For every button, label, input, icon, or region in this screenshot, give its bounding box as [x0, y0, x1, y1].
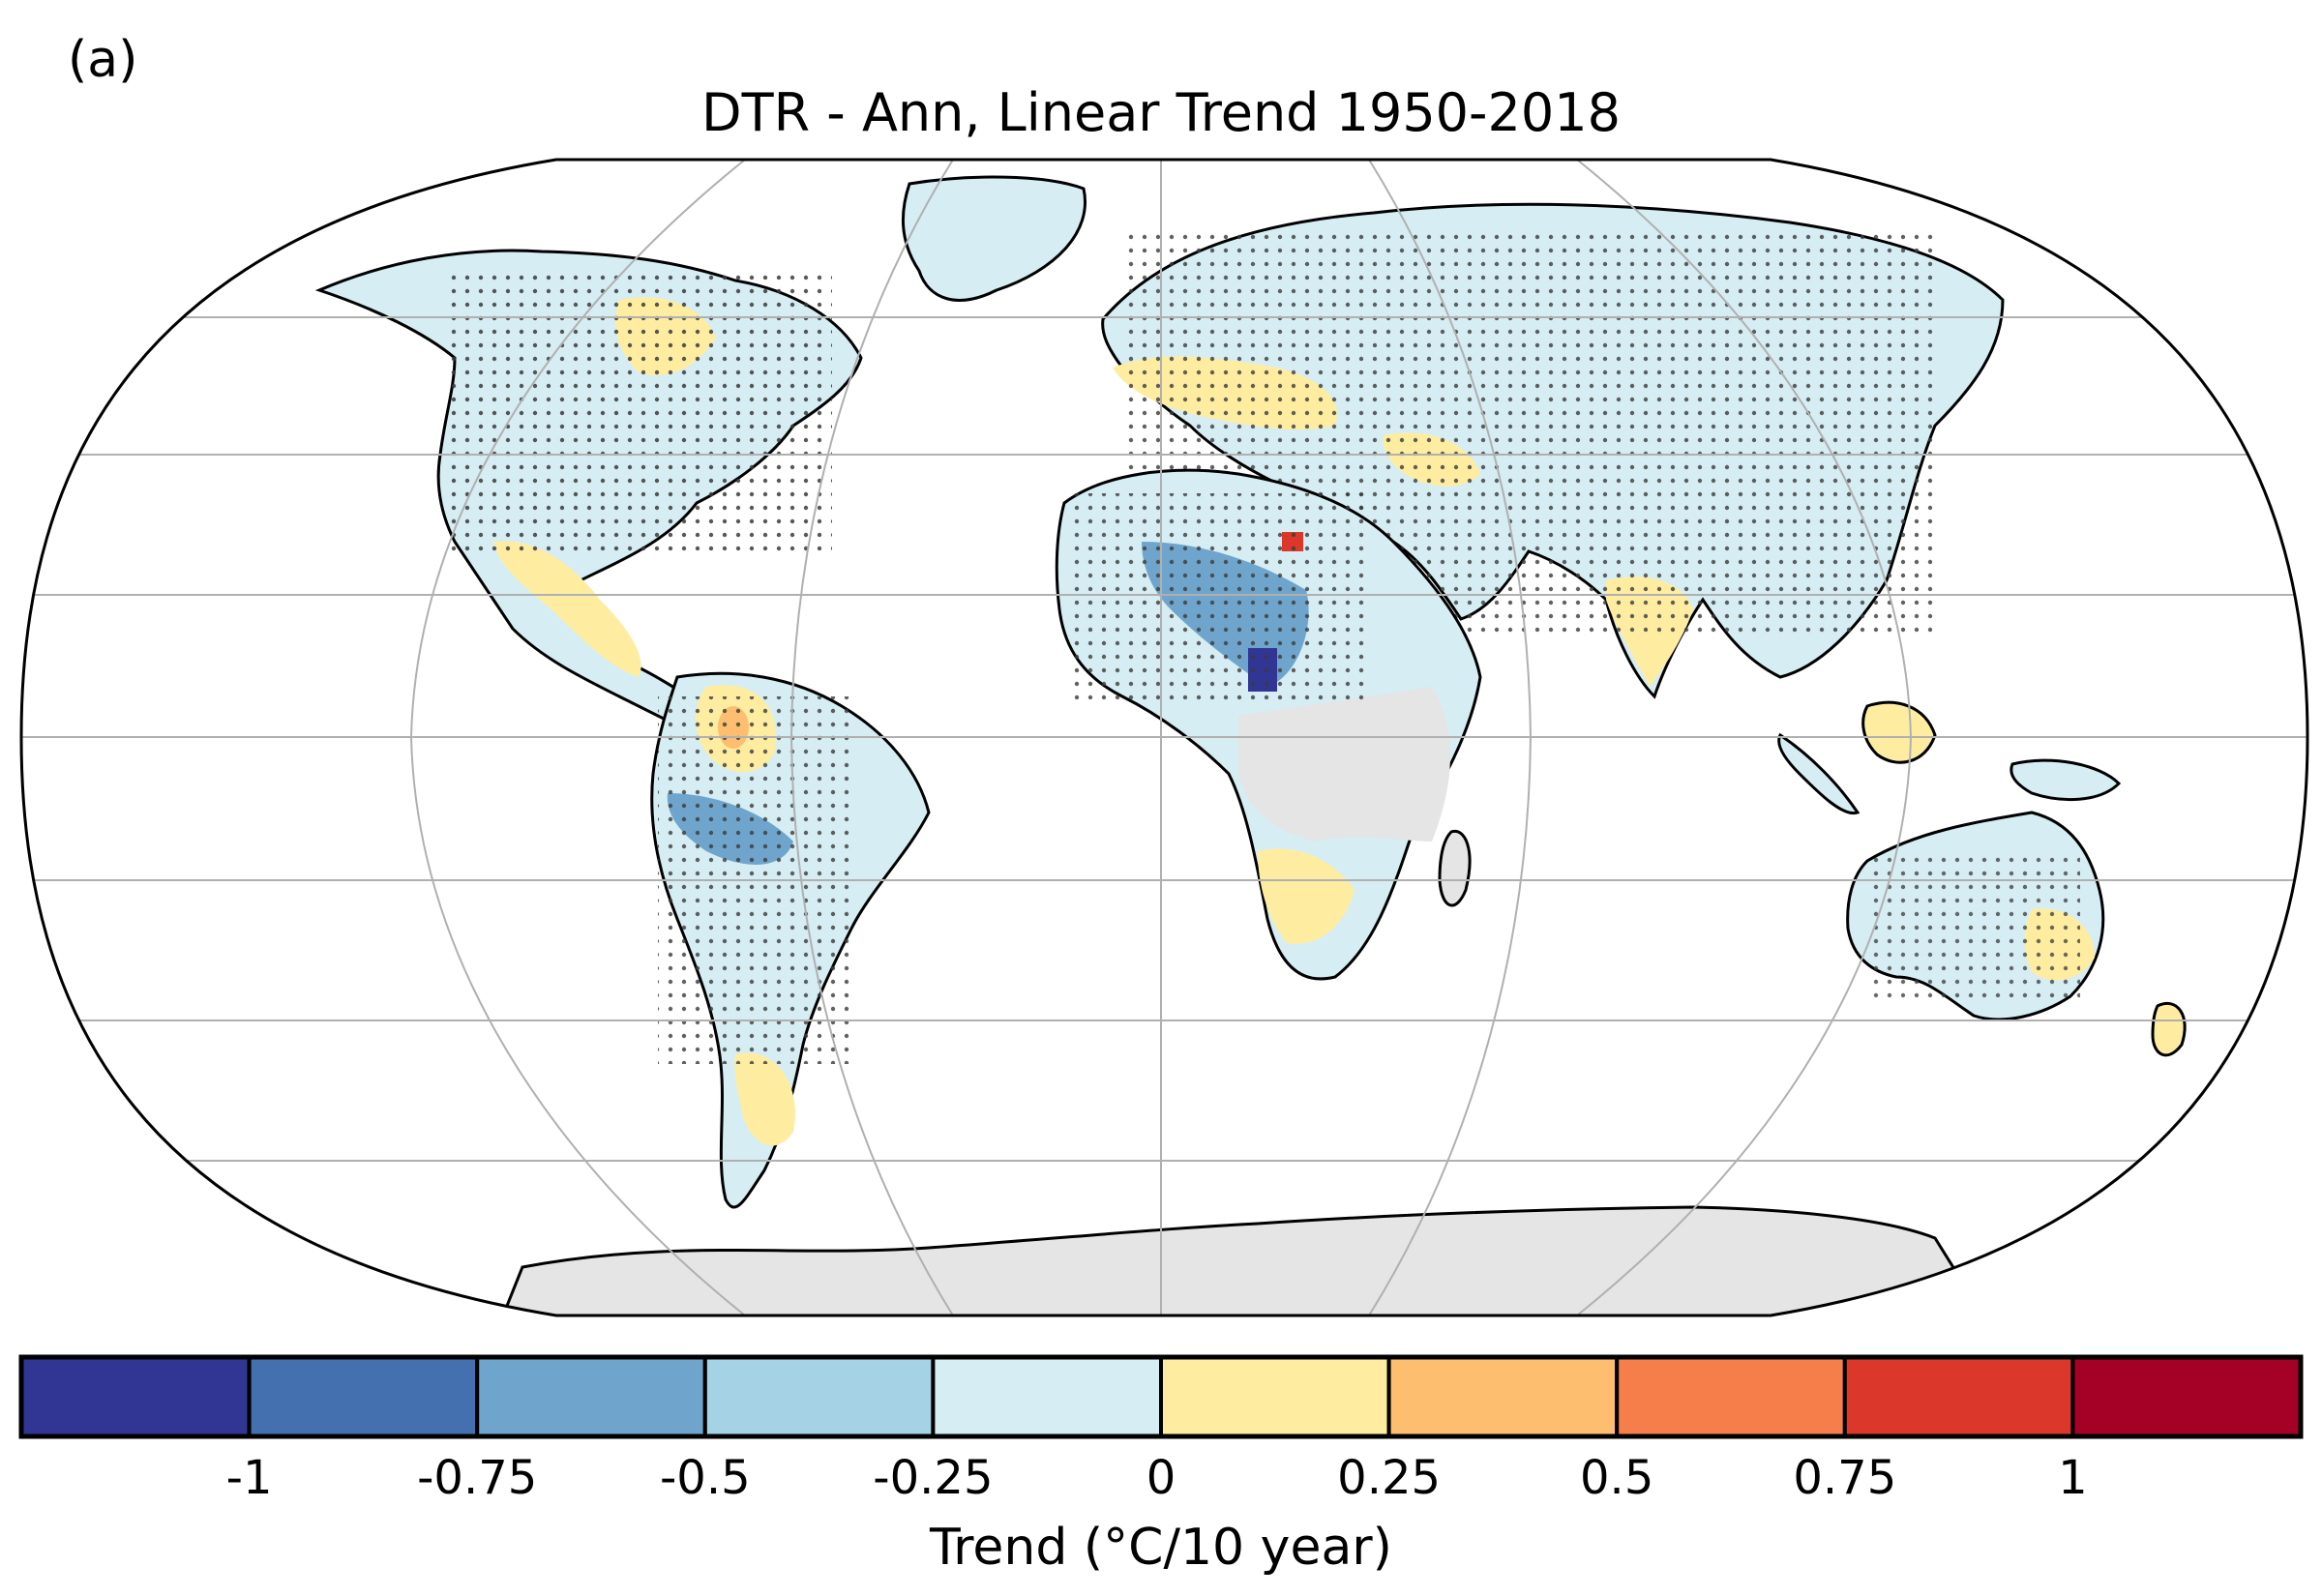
colorbar-frame: [18, 1354, 2304, 1439]
colorbar-tick-label: 0.75: [1793, 1451, 1897, 1505]
panel-label: (a): [68, 31, 138, 89]
colorbar-tick-label: -0.75: [417, 1451, 538, 1505]
colorbar-tick-label: 1: [2058, 1451, 2088, 1505]
map-boundary: [19, 158, 2309, 1317]
patagonia-positive-trend: [734, 1052, 795, 1146]
southern-africa-positive-trend: [1258, 848, 1354, 944]
colorbar-bin: [702, 1355, 936, 1438]
colorbar-tick-label: 0.25: [1337, 1451, 1442, 1505]
colorbar-tick-label: -1: [225, 1451, 273, 1505]
greenland-landmass: [901, 175, 1087, 302]
colorbar-bin: [1842, 1355, 2075, 1438]
africa-stipple: [1074, 493, 1364, 706]
new-guinea-landmass: [2009, 758, 2122, 802]
sumatra-landmass: [1777, 732, 1861, 815]
graticule: [21, 160, 2307, 1315]
colorbar-tick-label: -0.25: [873, 1451, 994, 1505]
colorbar-bin: [1159, 1355, 1391, 1438]
colorbar-bin: [1386, 1355, 1620, 1438]
colorbar-bin: [247, 1355, 480, 1438]
colorbar-label: Trend (°C/10 year): [930, 1519, 1392, 1577]
madagascar-landmass: [1438, 829, 1472, 907]
colorbar-bin: [1615, 1355, 1847, 1438]
central-africa-missing: [1238, 687, 1450, 842]
colorbar-bin: [931, 1355, 1164, 1438]
australia-stipple: [1867, 851, 2080, 1006]
colorbar-bin: [19, 1355, 252, 1438]
mexico-positive-trend: [493, 541, 641, 677]
borneo-landmass: [1861, 700, 1937, 764]
colorbar-bin: [2070, 1355, 2303, 1438]
map-title: DTR - Ann, Linear Trend 1950-2018: [701, 82, 1621, 143]
colorbar-tick-label: -0.5: [659, 1451, 751, 1505]
colorbar-tick-label: 0.5: [1580, 1451, 1654, 1505]
antarctica-landmass: [500, 1205, 1986, 1315]
colorbar-tick-label: 0: [1146, 1451, 1176, 1505]
world-map: [19, 158, 2309, 1317]
colorbar-bin: [475, 1355, 707, 1438]
